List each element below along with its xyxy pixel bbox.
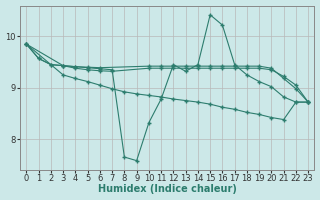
X-axis label: Humidex (Indice chaleur): Humidex (Indice chaleur) (98, 184, 237, 194)
